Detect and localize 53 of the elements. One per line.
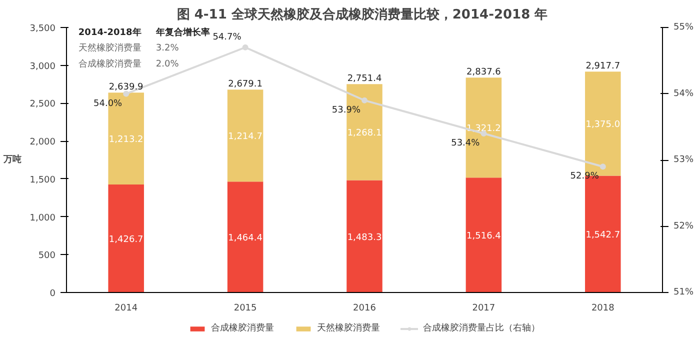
data-label: 1,268.1 <box>347 128 382 139</box>
bar <box>227 90 264 182</box>
y2-tick-label: 54% <box>674 88 694 99</box>
total-label: 2,917.7 <box>586 62 620 72</box>
annotation: 2.0% <box>156 60 180 70</box>
bar <box>346 180 382 292</box>
data-label: 1,213.2 <box>108 135 144 146</box>
data-label: 1,375.0 <box>586 120 620 130</box>
legend-label: 合成橡胶消费量占比（右轴） <box>423 322 540 334</box>
data-label: 1,214.7 <box>228 132 262 142</box>
chart-title: 图 4-11 全球天然橡胶及合成橡胶消费量比较，2014-2018 年 <box>176 6 548 22</box>
annotation: 2014-2018年 <box>78 26 142 38</box>
y-tick-label: 3,500 <box>30 24 56 34</box>
point <box>242 44 248 50</box>
x-tick-label: 2014 <box>114 304 138 314</box>
data-label: 1,542.7 <box>586 230 620 241</box>
bar <box>466 178 502 292</box>
data-label: 1,516.4 <box>466 232 502 242</box>
y-tick-label: 2,500 <box>30 100 56 110</box>
annotation: 3.2% <box>156 44 180 54</box>
x-tick-label: 2016 <box>353 304 376 314</box>
x-tick-label: 2015 <box>234 304 257 314</box>
data-label: 1,464.4 <box>228 234 263 244</box>
point <box>600 164 606 170</box>
y-tick-label: 3,000 <box>30 62 56 72</box>
total-label: 2,679.1 <box>228 80 262 90</box>
total-label: 2,837.6 <box>466 68 502 78</box>
data-label: 53.4% <box>451 138 480 148</box>
y-tick-label: 1,500 <box>30 175 56 186</box>
y-tick-label: 500 <box>38 251 56 262</box>
y-tick-label: 0 <box>50 289 56 299</box>
total-label: 2,751.4 <box>347 74 382 84</box>
x-tick-label: 2018 <box>591 304 615 314</box>
y2-tick-label: 51% <box>674 288 694 298</box>
y2-tick-label: 55% <box>674 22 694 32</box>
data-label: 1,483.3 <box>347 232 382 243</box>
total-label: 2,639.9 <box>108 82 144 93</box>
data-label: 54.7% <box>212 32 242 42</box>
y2-tick-label: 52% <box>674 221 694 232</box>
y-tick-label: 2,000 <box>30 138 56 148</box>
point <box>123 90 130 97</box>
bar <box>108 184 144 292</box>
point <box>362 97 368 104</box>
annotation: 合成橡胶消费量 <box>78 58 142 70</box>
annotation: 天然橡胶消费量 <box>78 42 142 54</box>
y2-tick-label: 53% <box>674 155 694 165</box>
data-label: 1,426.7 <box>108 234 144 245</box>
x-tick-label: 2017 <box>472 304 496 314</box>
legend-label: 天然橡胶消费量 <box>317 322 380 334</box>
bar <box>227 182 264 292</box>
legend-label: 合成橡胶消费量 <box>211 322 274 334</box>
y-axis-title: 万吨 <box>2 154 22 165</box>
y-tick-label: 1,000 <box>30 213 56 224</box>
